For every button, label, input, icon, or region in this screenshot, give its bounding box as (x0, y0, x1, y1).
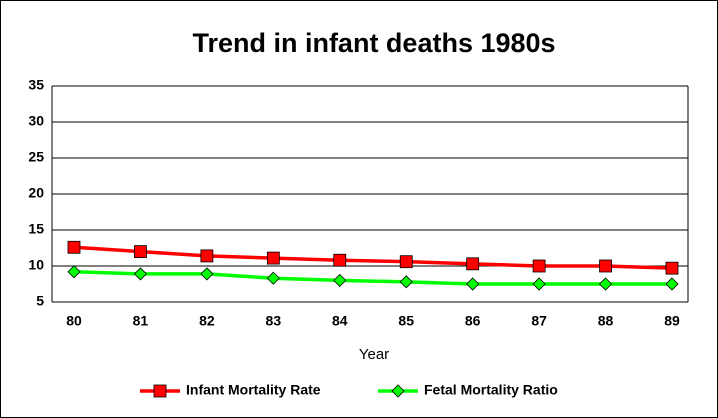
marker (665, 261, 679, 275)
x-tick-label: 87 (531, 313, 547, 329)
legend-marker (153, 384, 167, 398)
x-tick-label: 88 (598, 313, 614, 329)
marker (665, 277, 679, 291)
marker (399, 255, 413, 269)
marker (67, 240, 81, 254)
marker (200, 249, 214, 263)
x-tick-label: 89 (664, 313, 680, 329)
x-tick-label: 81 (133, 313, 149, 329)
y-tick-label: 15 (28, 221, 44, 237)
series-line (73, 270, 672, 286)
marker (532, 259, 546, 273)
x-axis-title: Year (359, 346, 389, 363)
marker (399, 275, 413, 289)
x-tick-label: 82 (199, 313, 215, 329)
marker (333, 273, 347, 287)
marker (466, 277, 480, 291)
marker (599, 259, 612, 273)
x-tick-label: 86 (465, 313, 481, 329)
x-tick-label: 84 (332, 313, 348, 329)
x-tick-label: 83 (266, 313, 282, 329)
y-tick-label: 5 (36, 293, 44, 309)
y-tick-label: 35 (28, 77, 44, 93)
marker (134, 245, 147, 259)
marker (133, 267, 148, 281)
y-tick-label: 25 (28, 149, 44, 165)
marker (598, 277, 613, 291)
chart-title: Trend in infant deaths 1980s (192, 28, 555, 58)
series-line (73, 245, 673, 270)
y-tick-label: 20 (28, 185, 44, 201)
legend-label: Fetal Mortality Ratio (424, 382, 558, 398)
marker (532, 277, 546, 291)
x-tick-label: 85 (398, 313, 414, 329)
marker (266, 251, 280, 265)
y-tick-label: 30 (28, 113, 44, 129)
marker (466, 257, 480, 271)
marker (333, 253, 347, 267)
marker (200, 267, 214, 281)
marker (266, 271, 280, 285)
x-tick-label: 80 (66, 313, 82, 329)
legend-marker (391, 384, 405, 398)
y-tick-label: 10 (28, 257, 44, 273)
legend-label: Infant Mortality Rate (186, 382, 321, 398)
marker (67, 265, 81, 279)
